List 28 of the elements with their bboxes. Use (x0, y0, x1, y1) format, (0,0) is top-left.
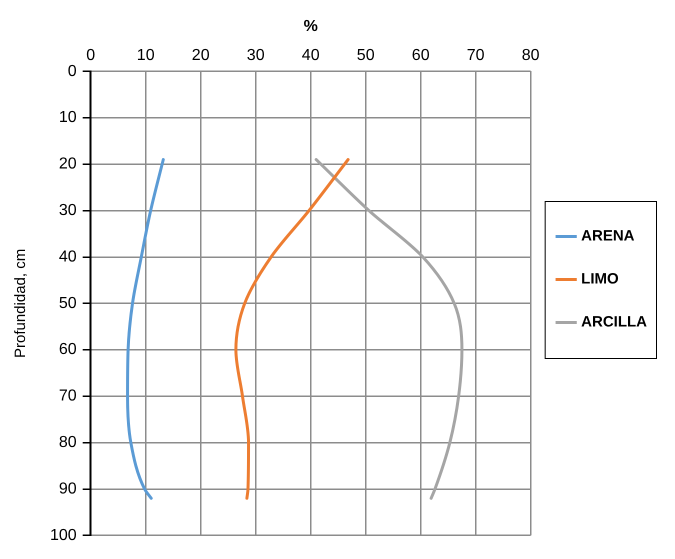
y-tick-label: 40 (58, 248, 77, 266)
x-tick-label: 30 (246, 47, 265, 64)
y-tick-label: 100 (50, 526, 77, 544)
y-tick-label: 0 (68, 62, 77, 80)
x-tick-label: 70 (466, 47, 485, 64)
legend-label: ARCILLA (581, 314, 648, 331)
y-tick-label: 10 (58, 109, 77, 126)
y-axis-title: Profundidad, cm (12, 248, 30, 358)
x-tick-label: 10 (136, 47, 155, 64)
x-tick-label: 50 (356, 47, 375, 64)
line-series (314, 158, 464, 500)
y-tick-label: 80 (58, 434, 77, 452)
y-tick-label: 50 (58, 294, 77, 312)
y-tick-label: 90 (58, 480, 77, 498)
line-series (126, 158, 165, 500)
x-tick-label: 60 (412, 47, 430, 64)
x-tick-label: 0 (86, 47, 96, 64)
y-tick-label: 30 (58, 202, 77, 220)
x-tick-label: 20 (192, 47, 210, 64)
legend-label: ARENA (581, 228, 635, 245)
line-series (234, 158, 350, 500)
x-tick-label: 40 (302, 47, 320, 64)
y-tick-label: 70 (58, 388, 77, 405)
y-tick-label: 60 (58, 341, 77, 358)
x-tick-label: 80 (522, 47, 540, 64)
x-axis-title: % (304, 18, 318, 36)
y-tick-label: 20 (58, 156, 77, 173)
legend-label: LIMO (581, 270, 619, 288)
